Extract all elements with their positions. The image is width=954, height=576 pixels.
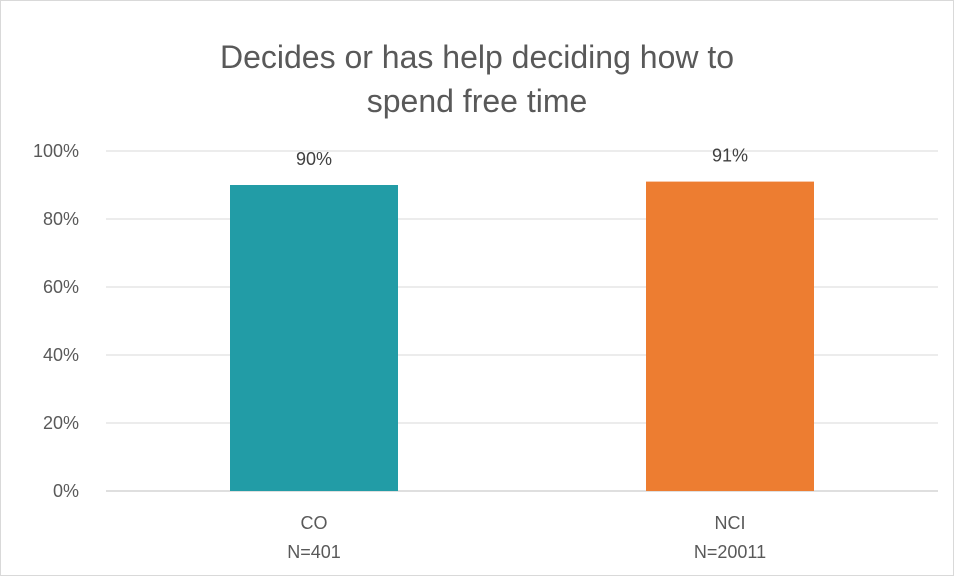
y-tick-label: 60% [43, 277, 79, 297]
x-tick-label: CO [301, 513, 328, 533]
x-tick-label: NCI [715, 513, 746, 533]
data-label: 91% [712, 146, 748, 166]
y-tick-label: 80% [43, 209, 79, 229]
x-tick-sublabel: N=20011 [694, 542, 766, 562]
y-tick-label: 0% [53, 481, 79, 501]
chart-title: Decides or has help deciding how to spen… [219, 39, 735, 119]
data-label: 90% [296, 149, 332, 169]
y-tick-label: 40% [43, 345, 79, 365]
bar [646, 181, 814, 491]
bar [230, 185, 398, 491]
y-tick-label: 20% [43, 413, 79, 433]
y-tick-label: 100% [33, 141, 79, 161]
x-tick-sublabel: N=401 [287, 542, 341, 562]
